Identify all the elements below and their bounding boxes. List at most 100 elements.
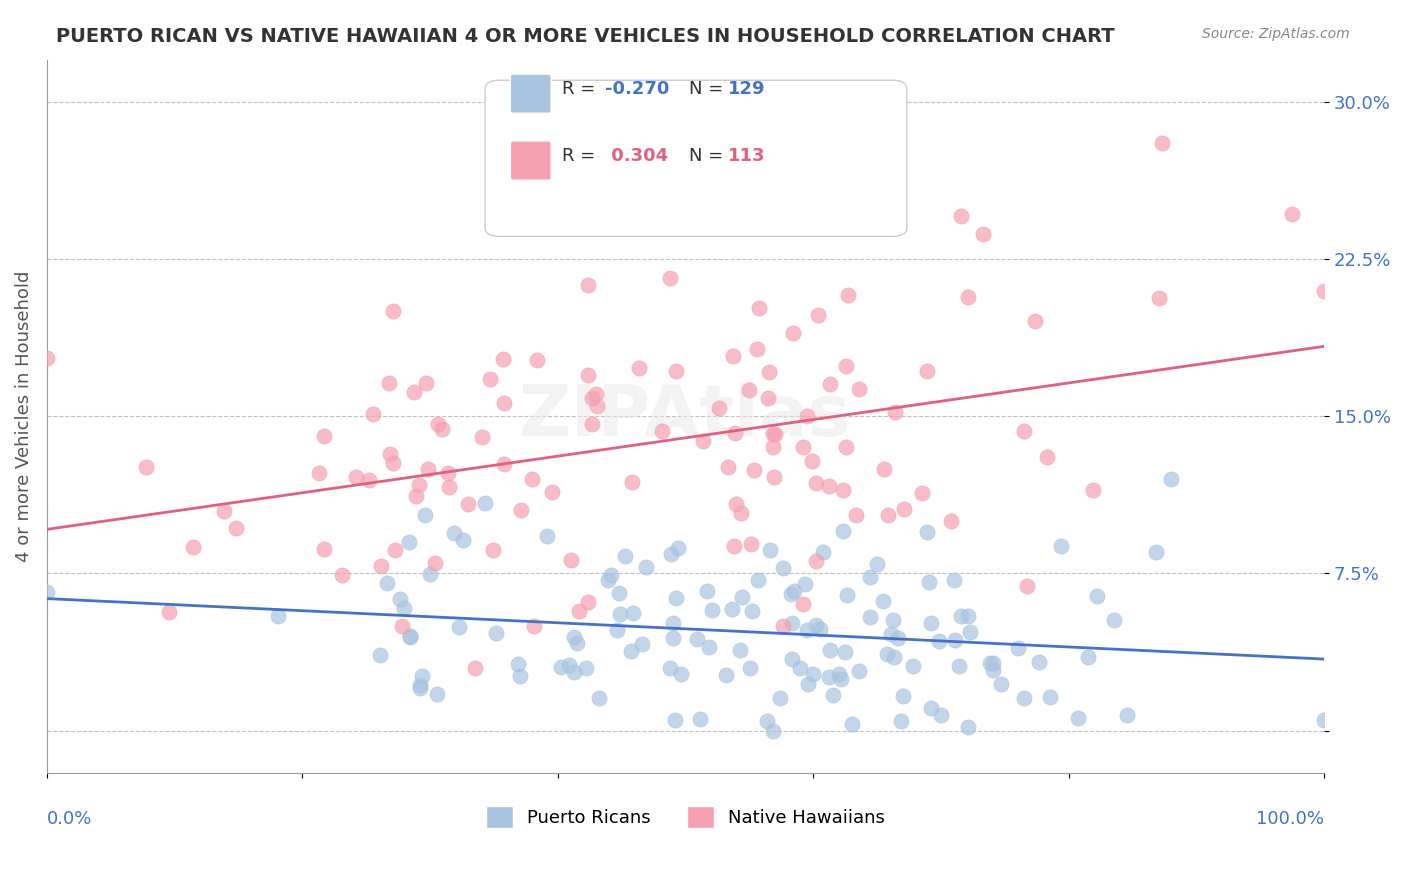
Point: [880, 627, 903, 641]
Point: [797, 677, 820, 691]
Point: [581, 391, 603, 405]
Text: 129: 129: [728, 80, 766, 98]
Point: [818, 376, 841, 391]
Point: [1083, 483, 1105, 497]
Point: [866, 557, 889, 571]
Point: [665, 591, 688, 606]
Point: [942, 574, 965, 588]
Point: [492, 352, 515, 367]
Point: [1007, 641, 1029, 656]
Point: [758, 542, 780, 557]
Point: [659, 548, 682, 562]
Point: [581, 417, 603, 431]
Point: [361, 407, 384, 421]
Point: [831, 483, 853, 497]
Point: [436, 466, 458, 480]
Point: [474, 496, 496, 510]
Point: [716, 460, 738, 475]
Point: [972, 227, 994, 242]
Point: [330, 568, 353, 582]
Point: [780, 616, 803, 631]
Point: [575, 661, 598, 675]
Point: [1152, 136, 1174, 151]
Point: [696, 584, 718, 599]
Text: 113: 113: [728, 147, 766, 165]
Point: [804, 618, 827, 632]
Point: [35, 584, 58, 599]
Point: [1077, 649, 1099, 664]
Point: [1102, 613, 1125, 627]
Text: Source: ZipAtlas.com: Source: ZipAtlas.com: [1202, 27, 1350, 41]
Point: [411, 668, 433, 682]
Point: [918, 575, 941, 590]
Point: [392, 600, 415, 615]
Point: [990, 677, 1012, 691]
Point: [451, 533, 474, 547]
Point: [762, 426, 785, 441]
Point: [384, 543, 406, 558]
Point: [470, 430, 492, 444]
Point: [792, 597, 814, 611]
Point: [941, 514, 963, 528]
Point: [763, 427, 786, 442]
Point: [721, 601, 744, 615]
Point: [893, 502, 915, 516]
Point: [399, 630, 422, 644]
Point: [408, 477, 430, 491]
Point: [409, 678, 432, 692]
Point: [609, 607, 631, 621]
Point: [388, 592, 411, 607]
Point: [1147, 291, 1170, 305]
Point: [835, 588, 858, 602]
Point: [811, 544, 834, 558]
Point: [920, 701, 942, 715]
Point: [800, 454, 823, 468]
Point: [437, 480, 460, 494]
Point: [557, 657, 579, 672]
Point: [807, 308, 830, 322]
Point: [699, 640, 721, 654]
Point: [157, 605, 180, 619]
Point: [801, 666, 824, 681]
Point: [494, 396, 516, 410]
Point: [959, 625, 981, 640]
Point: [588, 691, 610, 706]
Point: [576, 595, 599, 609]
Point: [35, 351, 58, 365]
Point: [689, 712, 711, 726]
Point: [621, 475, 644, 490]
Point: [405, 489, 427, 503]
Point: [562, 630, 585, 644]
Point: [1087, 589, 1109, 603]
Point: [562, 665, 585, 680]
Text: R =: R =: [562, 147, 596, 165]
Point: [928, 634, 950, 648]
Point: [426, 687, 449, 701]
Point: [181, 540, 204, 554]
Point: [536, 529, 558, 543]
Point: [724, 426, 747, 441]
Legend: Puerto Ricans, Native Hawaiians: Puerto Ricans, Native Hawaiians: [478, 798, 893, 835]
Text: -0.270: -0.270: [605, 80, 669, 98]
Point: [772, 561, 794, 575]
Point: [949, 209, 972, 223]
Point: [651, 424, 673, 438]
Point: [841, 717, 863, 731]
Point: [911, 485, 934, 500]
Point: [399, 629, 422, 643]
Text: ZIPAtlas: ZIPAtlas: [519, 382, 852, 450]
Point: [747, 573, 769, 587]
Point: [522, 472, 544, 486]
Point: [835, 440, 858, 454]
Point: [859, 570, 882, 584]
Point: [664, 713, 686, 727]
Point: [382, 456, 405, 470]
Point: [506, 657, 529, 671]
Point: [659, 661, 682, 675]
Point: [523, 618, 546, 632]
Point: [614, 549, 637, 563]
Point: [929, 708, 952, 723]
Point: [890, 714, 912, 729]
Point: [661, 615, 683, 630]
Text: 0.0%: 0.0%: [46, 811, 93, 829]
